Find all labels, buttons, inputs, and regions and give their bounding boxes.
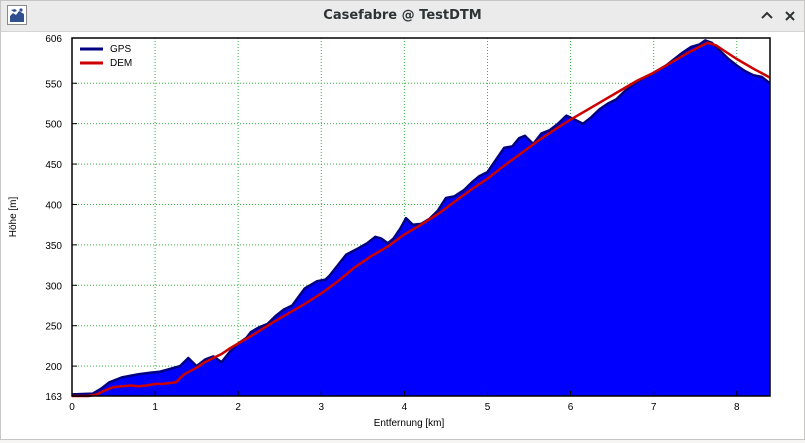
x-tick-label: 5 <box>485 402 491 413</box>
series-layer <box>71 39 771 398</box>
y-tick-label: 350 <box>45 241 62 252</box>
y-axis-label: Höhe [m] <box>8 196 19 237</box>
y-tick-label: 250 <box>45 322 62 333</box>
legend-label-gps: GPS <box>110 44 131 55</box>
gps-area <box>72 40 770 397</box>
x-tick-label: 2 <box>235 402 241 413</box>
minimize-button[interactable] <box>758 7 776 25</box>
title-bar[interactable]: Casefabre @ TestDTM <box>1 1 804 32</box>
x-tick-label: 4 <box>402 402 408 413</box>
legend: GPS DEM <box>80 44 132 69</box>
y-tick-label: 550 <box>45 79 62 90</box>
y-tick-label: 200 <box>45 362 62 373</box>
y-tick-label: 300 <box>45 281 62 292</box>
x-axis-label: Entfernung [km] <box>374 418 445 429</box>
y-tick-label: 400 <box>45 200 62 211</box>
x-tick-label: 3 <box>319 402 325 413</box>
x-tick-label: 6 <box>568 402 574 413</box>
legend-label-dem: DEM <box>110 58 132 69</box>
close-button[interactable] <box>781 7 799 25</box>
elevation-profile-plot: 0 1 2 3 4 5 6 7 8163200250300350400450500550606 … <box>1 32 804 439</box>
x-tick-label: 7 <box>651 402 657 413</box>
y-tick-label: 606 <box>45 34 62 45</box>
elevation-chart: 0 1 2 3 4 5 6 7 8 163 200 250 300 350 400 450 500 550 606 … <box>1 32 804 439</box>
axis-ticks: 0 1 2 3 4 5 6 7 8 163 200 250 300 350 400 450 500 550 606 <box>45 34 740 413</box>
y-tick-label: 500 <box>45 120 62 131</box>
plot-frame <box>71 37 771 397</box>
y-tick-label: 163 <box>45 392 62 403</box>
x-tick-label: 8 <box>734 402 740 413</box>
window-title: Casefabre @ TestDTM <box>323 8 482 23</box>
close-icon <box>785 11 795 21</box>
x-tick-label: 0 <box>69 402 75 413</box>
dem-line <box>72 41 771 398</box>
map-app-icon <box>7 5 27 25</box>
x-tick-label: 1 <box>152 402 158 413</box>
chevron-up-icon <box>761 11 773 19</box>
y-tick-label: 450 <box>45 160 62 171</box>
